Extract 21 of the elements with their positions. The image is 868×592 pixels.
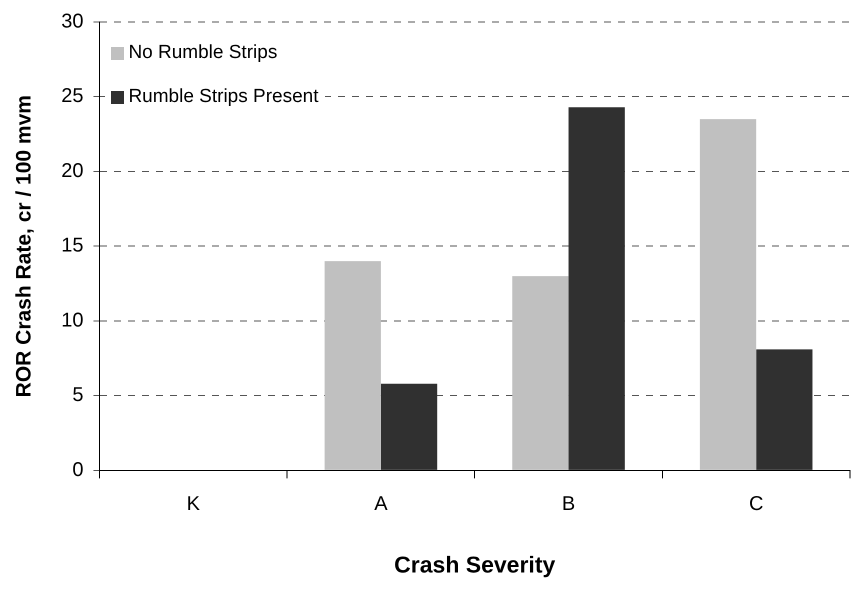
x-tick-label: A bbox=[374, 492, 388, 515]
bar bbox=[380, 384, 438, 470]
y-tick-label: 25 bbox=[61, 85, 84, 108]
y-tick-label: 15 bbox=[61, 234, 84, 257]
x-tick-label: C bbox=[748, 492, 764, 515]
y-tick-label: 5 bbox=[72, 384, 84, 406]
x-tick-label: K bbox=[186, 492, 201, 515]
bar bbox=[324, 261, 381, 470]
y-tick-label: 30 bbox=[61, 10, 84, 33]
bar bbox=[568, 107, 625, 470]
x-tick-label: B bbox=[562, 492, 576, 515]
y-axis-title: ROR Crash Rate, cr / 100 mvm bbox=[12, 95, 36, 398]
x-axis-title: Crash Severity bbox=[394, 552, 556, 578]
y-tick-label: 10 bbox=[61, 309, 84, 332]
legend-label: No Rumble Strips bbox=[128, 42, 278, 64]
y-tick-label: 20 bbox=[61, 160, 84, 182]
bar bbox=[700, 119, 756, 470]
bar bbox=[512, 276, 569, 470]
legend-label: Rumble Strips Present bbox=[128, 86, 319, 108]
y-tick-label: 0 bbox=[72, 458, 84, 481]
bar bbox=[756, 349, 812, 470]
